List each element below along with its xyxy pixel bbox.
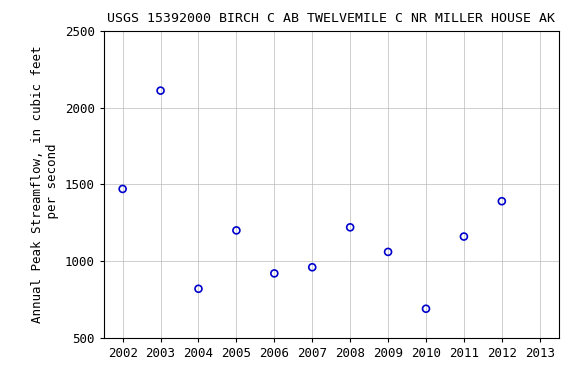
Point <box>232 227 241 233</box>
Title: USGS 15392000 BIRCH C AB TWELVEMILE C NR MILLER HOUSE AK: USGS 15392000 BIRCH C AB TWELVEMILE C NR… <box>107 12 555 25</box>
Point <box>194 286 203 292</box>
Point <box>270 270 279 276</box>
Point <box>384 249 393 255</box>
Point <box>497 198 506 204</box>
Point <box>346 224 355 230</box>
Point <box>308 264 317 270</box>
Y-axis label: Annual Peak Streamflow, in cubic feet
 per second: Annual Peak Streamflow, in cubic feet pe… <box>31 46 59 323</box>
Point <box>156 88 165 94</box>
Point <box>422 306 431 312</box>
Point <box>118 186 127 192</box>
Point <box>459 233 468 240</box>
